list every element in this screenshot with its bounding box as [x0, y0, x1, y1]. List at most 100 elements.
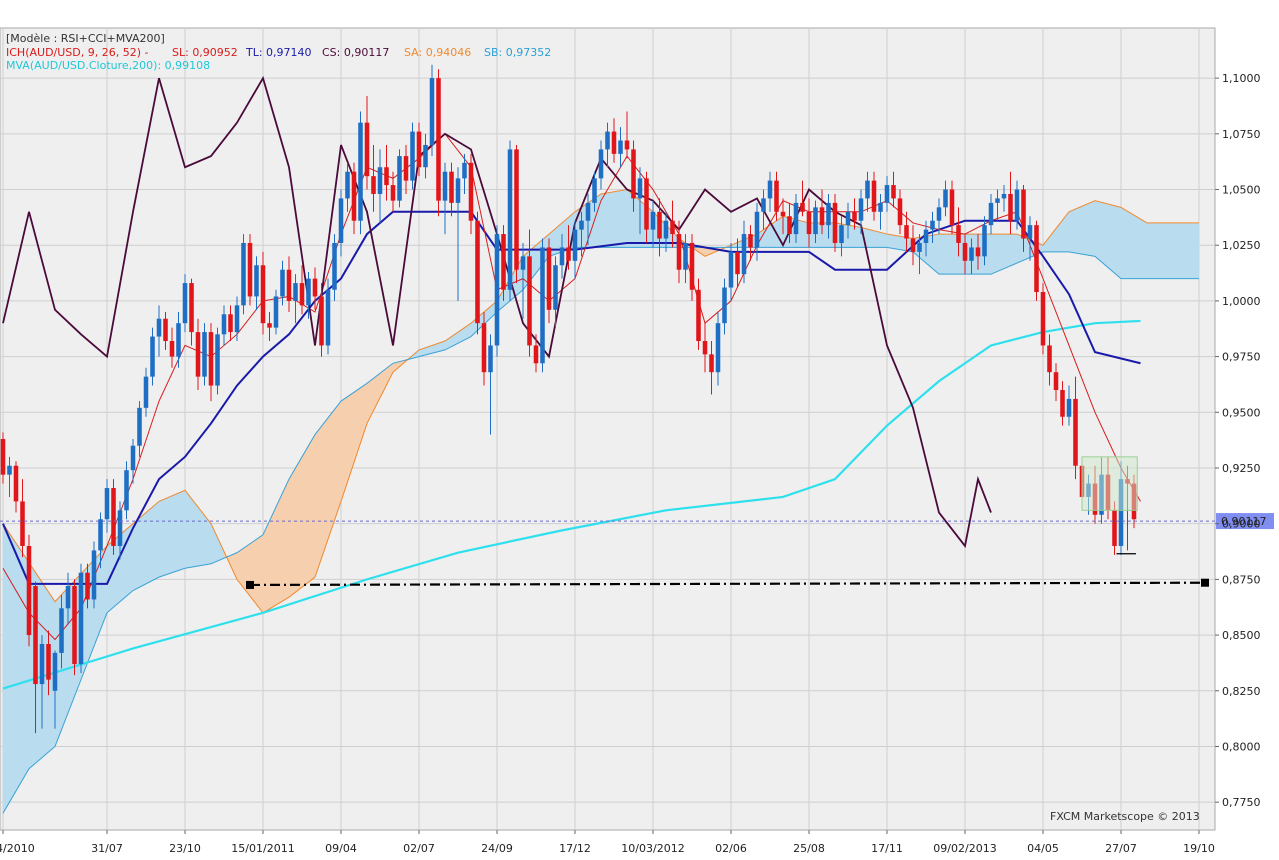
candle-body: [371, 176, 376, 194]
candle-body: [130, 445, 136, 471]
candle-body: [748, 234, 753, 248]
kumo-segment: [132, 517, 140, 592]
candle-body: [442, 171, 448, 201]
candle-body: [761, 198, 766, 212]
support-trendline: [249, 581, 1206, 587]
candle-body: [475, 220, 480, 324]
candle-body: [1008, 193, 1013, 221]
candle-body: [1014, 189, 1020, 221]
kumo-segment: [1023, 236, 1031, 261]
legend-sl: SL: 0,90952: [172, 46, 238, 59]
kumo-segment: [269, 506, 277, 610]
candle-body: [943, 189, 948, 208]
kumo-segment: [854, 225, 862, 248]
candle-body: [1073, 398, 1078, 466]
candle-body: [59, 608, 64, 653]
kumo-segment: [321, 416, 329, 559]
candle-body: [195, 332, 201, 377]
kumo-segment: [1114, 205, 1122, 280]
candle-body: [1021, 189, 1026, 239]
candle-body: [865, 180, 870, 199]
kumo-segment: [1179, 222, 1187, 279]
candle-body: [358, 122, 363, 221]
candle-body: [930, 220, 935, 230]
candle-body: [72, 586, 77, 665]
candle-body: [98, 519, 103, 551]
candle-body: [696, 289, 701, 342]
x-tick-label: 10/04/2010: [0, 842, 35, 855]
candle-body: [917, 242, 922, 252]
kumo-segment: [249, 538, 257, 606]
candle-body: [260, 265, 266, 324]
y-tick-label: 0,9000: [1222, 518, 1261, 531]
candle-body: [995, 198, 1000, 203]
candle-body: [481, 323, 487, 373]
legend-mva: MVA(AUD/USD.Cloture,200): 0,99108: [6, 59, 210, 72]
candle-body: [800, 202, 805, 212]
kumo-segment: [262, 520, 270, 614]
candle-body: [488, 345, 493, 373]
kumo-segment: [275, 492, 283, 606]
candle-body: [299, 283, 305, 306]
candle-body: [533, 345, 539, 364]
highlight-box: [1081, 456, 1138, 511]
candle-body: [618, 140, 623, 154]
x-tick-label: 15/01/2011: [231, 842, 294, 855]
kumo-segment: [301, 444, 309, 588]
candle-body: [520, 256, 526, 270]
kumo-segment: [1185, 222, 1193, 279]
candle-body: [1027, 225, 1033, 239]
candle-body: [78, 572, 84, 665]
x-tick-label: 02/06: [715, 842, 747, 855]
kumo-segment: [308, 433, 316, 583]
kumo-segment: [1172, 222, 1180, 279]
candle-body: [611, 131, 617, 154]
kumo-segment: [282, 478, 290, 602]
date-axis: 10/04/2010 31/07 23/10 15/01/2011 09/04 02/07…: [0, 830, 1215, 855]
candle-body: [566, 247, 571, 261]
candle-body: [65, 586, 71, 609]
candle-body: [176, 323, 181, 357]
candle-body: [585, 202, 591, 221]
kumo-segment: [867, 228, 875, 248]
candle-body: [884, 185, 890, 203]
x-tick-label: 27/07: [1105, 842, 1137, 855]
kumo-segment: [171, 492, 179, 574]
price-axis: 1,1000 1,0750 1,0500 1,0250 1,0000 0,9750 0,95…: [1215, 72, 1261, 809]
candle-body: [1060, 390, 1065, 417]
kumo-segment: [613, 190, 621, 248]
candle-body: [345, 171, 350, 199]
y-tick-label: 0,9750: [1222, 351, 1261, 364]
kumo-segment: [178, 489, 186, 571]
kumo-segment: [893, 234, 901, 251]
x-tick-label: 02/07: [403, 842, 435, 855]
kumo-segment: [847, 224, 855, 248]
candle-body: [527, 256, 532, 346]
x-tick-label: 04/05: [1027, 842, 1059, 855]
watermark: FXCM Marketscope © 2013: [1050, 810, 1200, 823]
y-tick-label: 1,0750: [1222, 128, 1261, 141]
candle-body: [741, 234, 747, 275]
support-anchor-end: [1201, 578, 1209, 587]
kumo-segment: [1107, 203, 1115, 274]
candle-body: [754, 211, 760, 248]
candle-body: [572, 229, 578, 261]
candle-body: [228, 314, 233, 333]
candle-body: [384, 167, 389, 186]
candle-body: [793, 202, 799, 235]
candle-body: [0, 439, 6, 475]
candle-body: [982, 225, 987, 257]
y-tick-label: 1,1000: [1222, 72, 1261, 85]
candle-body: [267, 323, 272, 328]
x-tick-label: 17/11: [871, 842, 903, 855]
candle-body: [891, 185, 896, 199]
candle-body: [904, 225, 909, 239]
kumo-segment: [1166, 222, 1174, 279]
candle-body: [852, 211, 857, 221]
candle-body: [579, 220, 584, 230]
candle-body: [182, 283, 188, 324]
candle-body: [780, 211, 786, 217]
candle-body: [767, 180, 773, 199]
kumo-segment: [1153, 222, 1161, 279]
candle-body: [351, 171, 357, 221]
